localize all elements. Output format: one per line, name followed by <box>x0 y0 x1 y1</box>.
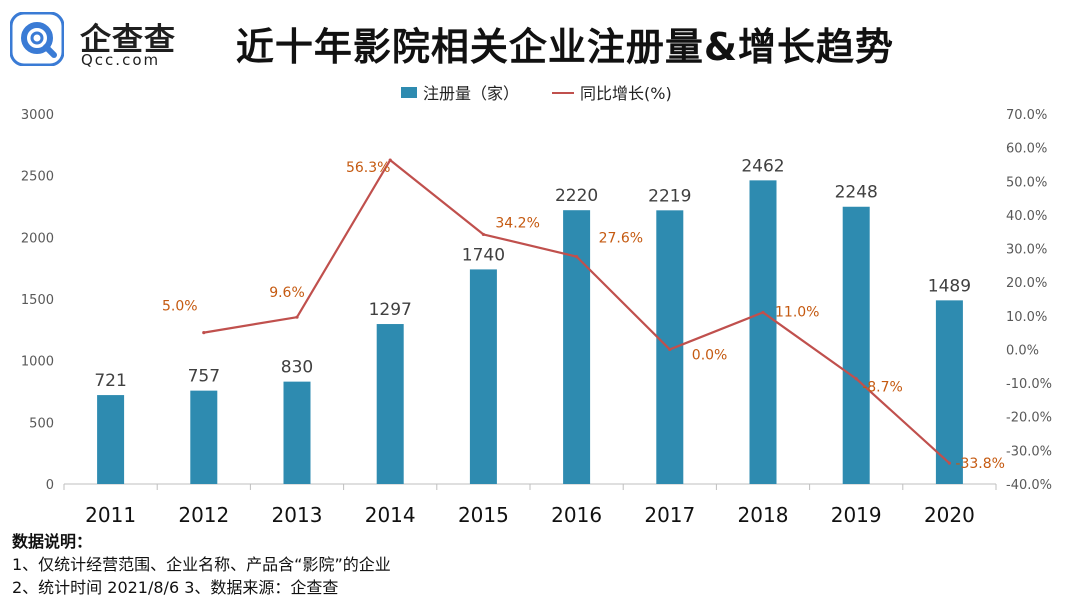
chart-title: 近十年影院相关企业注册量&增长趋势 <box>235 25 895 69</box>
data-notes: 数据说明： 1、仅统计经营范围、企业名称、产品含“影院”的企业 2、统计时间 2… <box>12 530 391 599</box>
bar-2016 <box>563 210 591 484</box>
y-right-tick-label: 70.0% <box>1006 108 1047 123</box>
bar-2014 <box>376 324 404 484</box>
x-tick-label: 2019 <box>831 503 882 527</box>
x-tick-label: 2011 <box>85 503 136 527</box>
y-right-tick-label: -10.0% <box>1006 377 1052 392</box>
brand-logo: 企查查 Qcc.com <box>10 12 210 70</box>
legend-label-bar: 注册量（家） <box>423 84 520 103</box>
y-right-tick-label: 0.0% <box>1006 343 1039 358</box>
bar-value-label: 1297 <box>369 300 412 320</box>
y-right-tick-label: 60.0% <box>1006 142 1047 157</box>
qcc-logo-icon <box>10 12 64 66</box>
growth-value-label: -33.8% <box>955 456 1005 472</box>
y-left-tick-label: 500 <box>29 416 54 431</box>
y-right-tick-label: 10.0% <box>1006 310 1047 325</box>
x-tick-label: 2018 <box>738 503 789 527</box>
growth-point <box>295 315 299 319</box>
brand-name-cn: 企查查 <box>80 22 176 58</box>
growth-value-label: 34.2% <box>495 215 539 231</box>
bar-2019 <box>842 206 870 484</box>
bar-2011 <box>97 395 125 484</box>
legend-swatch-line <box>552 92 574 94</box>
y-right-tick-label: -30.0% <box>1006 444 1052 459</box>
x-tick-label: 2020 <box>924 503 975 527</box>
growth-point <box>854 377 858 381</box>
bar-value-label: 1740 <box>462 245 505 265</box>
notes-header: 数据说明： <box>12 532 93 551</box>
growth-value-label: 56.3% <box>346 160 390 176</box>
growth-point <box>947 461 952 465</box>
legend-swatch-bar <box>401 87 417 98</box>
y-right-tick-label: 30.0% <box>1006 243 1047 258</box>
y-left-tick-label: 1000 <box>21 355 54 370</box>
growth-point <box>761 310 765 315</box>
x-tick-label: 2016 <box>551 503 602 527</box>
bar-value-label: 2220 <box>555 186 598 206</box>
y-right-tick-label: -20.0% <box>1006 411 1052 426</box>
brand-name-en: Qcc.com <box>81 51 161 69</box>
legend-item-bar: 注册量（家） <box>401 80 519 104</box>
y-right-tick-label: -40.0% <box>1006 478 1052 493</box>
growth-value-label: 0.0% <box>692 347 728 363</box>
growth-point <box>668 347 672 352</box>
notes-line-2: 2、统计时间 2021/8/6 3、数据来源：企查查 <box>12 578 339 597</box>
bar-2015 <box>469 269 497 484</box>
x-tick-label: 2017 <box>644 503 695 527</box>
bar-2018 <box>749 180 777 484</box>
growth-point <box>575 255 579 259</box>
bar-value-label: 721 <box>94 371 126 391</box>
y-left-tick-label: 0 <box>46 478 54 493</box>
bar-value-label: 830 <box>281 358 313 378</box>
growth-value-label: 11.0% <box>775 304 819 320</box>
legend-label-line: 同比增长(%) <box>580 84 672 103</box>
notes-line-1: 1、仅统计经营范围、企业名称、产品含“影院”的企业 <box>12 555 391 574</box>
growth-value-label: -8.7% <box>862 380 903 396</box>
growth-value-label: 5.0% <box>162 299 198 315</box>
bar-value-label: 1489 <box>928 276 971 296</box>
y-left-tick-label: 3000 <box>21 108 54 123</box>
x-tick-label: 2013 <box>272 503 323 527</box>
bar-2017 <box>656 210 684 484</box>
bar-value-label: 2462 <box>741 156 784 176</box>
growth-value-label: 27.6% <box>599 231 643 247</box>
bar-value-label: 2248 <box>835 183 878 203</box>
chart-legend: 注册量（家） 同比增长(%) <box>0 80 1070 104</box>
bar-value-label: 757 <box>188 367 220 387</box>
growth-value-label: 9.6% <box>269 285 305 301</box>
bar-2013 <box>283 381 311 484</box>
x-tick-label: 2012 <box>178 503 229 527</box>
y-left-tick-label: 2500 <box>21 170 54 185</box>
legend-item-line: 同比增长(%) <box>552 80 672 104</box>
x-tick-label: 2014 <box>365 503 416 527</box>
growth-point <box>388 158 392 162</box>
growth-point <box>481 232 485 237</box>
bar-2020 <box>935 300 963 484</box>
x-tick-label: 2015 <box>458 503 509 527</box>
y-left-tick-label: 2000 <box>21 231 54 246</box>
bar-2012 <box>190 390 218 484</box>
y-right-tick-label: 50.0% <box>1006 175 1047 190</box>
y-right-tick-label: 20.0% <box>1006 276 1047 291</box>
bar-value-label: 2219 <box>648 186 691 206</box>
growth-point <box>202 331 206 335</box>
y-right-tick-label: 40.0% <box>1006 209 1047 224</box>
y-left-tick-label: 1500 <box>21 293 54 308</box>
